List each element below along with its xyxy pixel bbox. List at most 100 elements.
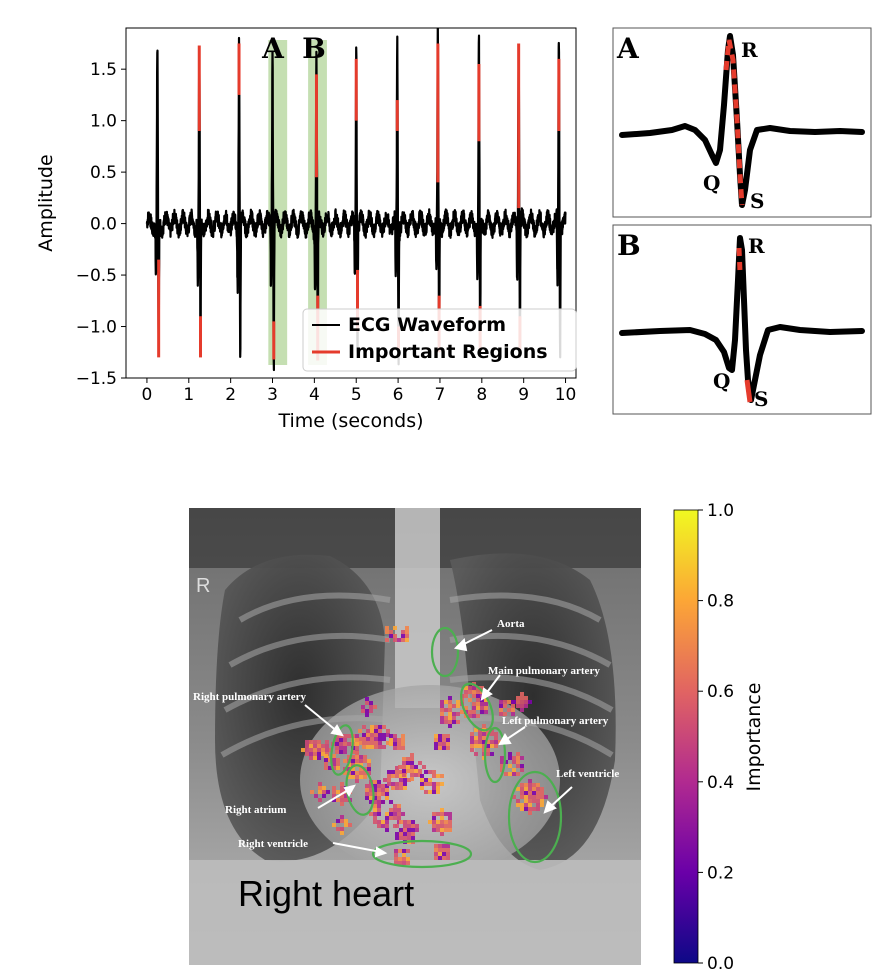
ellipse-left-ventricle [507, 770, 563, 864]
importance-pixel [520, 764, 524, 768]
importance-pixel [365, 697, 369, 701]
importance-pixel [410, 769, 414, 773]
importance-pixel [504, 760, 508, 764]
importance-pixel [395, 836, 399, 840]
importance-pixel [480, 686, 484, 690]
importance-pixel [486, 740, 490, 744]
ecg-x-axis-label: Time (seconds) [277, 410, 423, 432]
importance-pixel [528, 779, 532, 783]
importance-pixel [313, 744, 317, 748]
importance-pixel [499, 712, 503, 716]
importance-pixel [377, 784, 381, 788]
importance-pixel [314, 794, 318, 798]
importance-pixel [381, 792, 385, 796]
importance-pixel [532, 791, 536, 795]
importance-pixel [403, 820, 407, 824]
importance-pixel [395, 824, 399, 828]
x-tick-label: 9 [518, 385, 529, 405]
importance-pixel [442, 856, 446, 860]
importance-pixel [432, 828, 436, 832]
importance-pixel [359, 767, 363, 771]
ecg-legend: ECG Waveform Important Regions [302, 308, 577, 372]
importance-pixel [393, 812, 397, 816]
importance-pixel [440, 828, 444, 832]
importance-pixel [532, 807, 536, 811]
importance-pixel [532, 795, 536, 799]
importance-pixel [468, 698, 472, 702]
importance-pixel [407, 832, 411, 836]
x-tick-label: 0 [142, 385, 153, 405]
importance-pixel [325, 740, 329, 744]
importance-pixel [378, 745, 382, 749]
importance-pixel [363, 775, 367, 779]
importance-pixel [385, 626, 389, 630]
importance-pixel [434, 848, 438, 852]
importance-pixel [470, 748, 474, 752]
importance-pixel [516, 787, 520, 791]
importance-pixel [474, 752, 478, 756]
importance-pixel [332, 758, 336, 762]
importance-pixel [512, 772, 516, 776]
ecg-legend-entry-ecg: ECG Waveform [348, 314, 506, 336]
importance-pixel [381, 800, 385, 804]
importance-pixel [386, 741, 390, 745]
importance-pixel [476, 714, 480, 718]
importance-pixel [415, 828, 419, 832]
y-tick-label: −1.0 [76, 318, 117, 338]
importance-pixel [382, 733, 386, 737]
importance-pixel [377, 792, 381, 796]
label-right-pulmonary-artery: Right pulmonary artery [193, 691, 307, 703]
importance-pixel [456, 712, 460, 716]
ecg-band-label-b: B [302, 32, 326, 65]
importance-pixel [403, 832, 407, 836]
importance-pixel [374, 737, 378, 741]
importance-pixel [508, 764, 512, 768]
importance-pixel [436, 812, 440, 816]
importance-pixel [305, 740, 309, 744]
importance-pixel [402, 769, 406, 773]
importance-pixel [332, 786, 336, 790]
importance-pixel [486, 744, 490, 748]
importance-pixel [374, 733, 378, 737]
importance-pixel [335, 750, 339, 754]
importance-pixel [480, 706, 484, 710]
importance-pixel [370, 737, 374, 741]
importance-pixel [378, 737, 382, 741]
ecg-chart: 0 1 2 3 4 5 6 7 8 9 10 1.51.00.50.0−0.5−1.0−1.5 A … [35, 27, 577, 432]
importance-pixel [403, 836, 407, 840]
importance-pixel [401, 746, 405, 750]
importance-pixel [377, 800, 381, 804]
importance-pixel [381, 820, 385, 824]
importance-pixel [374, 729, 378, 733]
inset-a-q-label: Q [703, 171, 720, 195]
importance-pixel [373, 800, 377, 804]
importance-pixel [438, 742, 442, 746]
inset-b-important-region-s [744, 379, 753, 403]
importance-pixel [528, 791, 532, 795]
importance-pixel [324, 758, 328, 762]
importance-pixel [500, 768, 504, 772]
importance-pixel [503, 700, 507, 704]
ecg-plot-frame [125, 27, 577, 379]
importance-pixel [332, 790, 336, 794]
importance-pixel [405, 634, 409, 638]
importance-pixel [373, 788, 377, 792]
label-main-pulmonary-artery: Main pulmonary artery [488, 665, 600, 677]
xray-spine [395, 508, 440, 708]
importance-pixel [403, 782, 407, 786]
importance-pixel [434, 742, 438, 746]
importance-pixel [336, 827, 340, 831]
importance-pixel [369, 709, 373, 713]
importance-pixel [464, 706, 468, 710]
importance-pixel [387, 778, 391, 782]
importance-pixel [397, 738, 401, 742]
importance-pixel [309, 740, 313, 744]
importance-pixel [482, 744, 486, 748]
chest-xray: R Aorta Main pulmonary artery Right pulm… [189, 508, 641, 965]
importance-pixel [406, 761, 410, 765]
importance-pixel [520, 696, 524, 700]
importance-pixel [393, 808, 397, 812]
importance-pixel [309, 756, 313, 760]
importance-pixel [528, 811, 532, 815]
importance-pixel [432, 790, 436, 794]
